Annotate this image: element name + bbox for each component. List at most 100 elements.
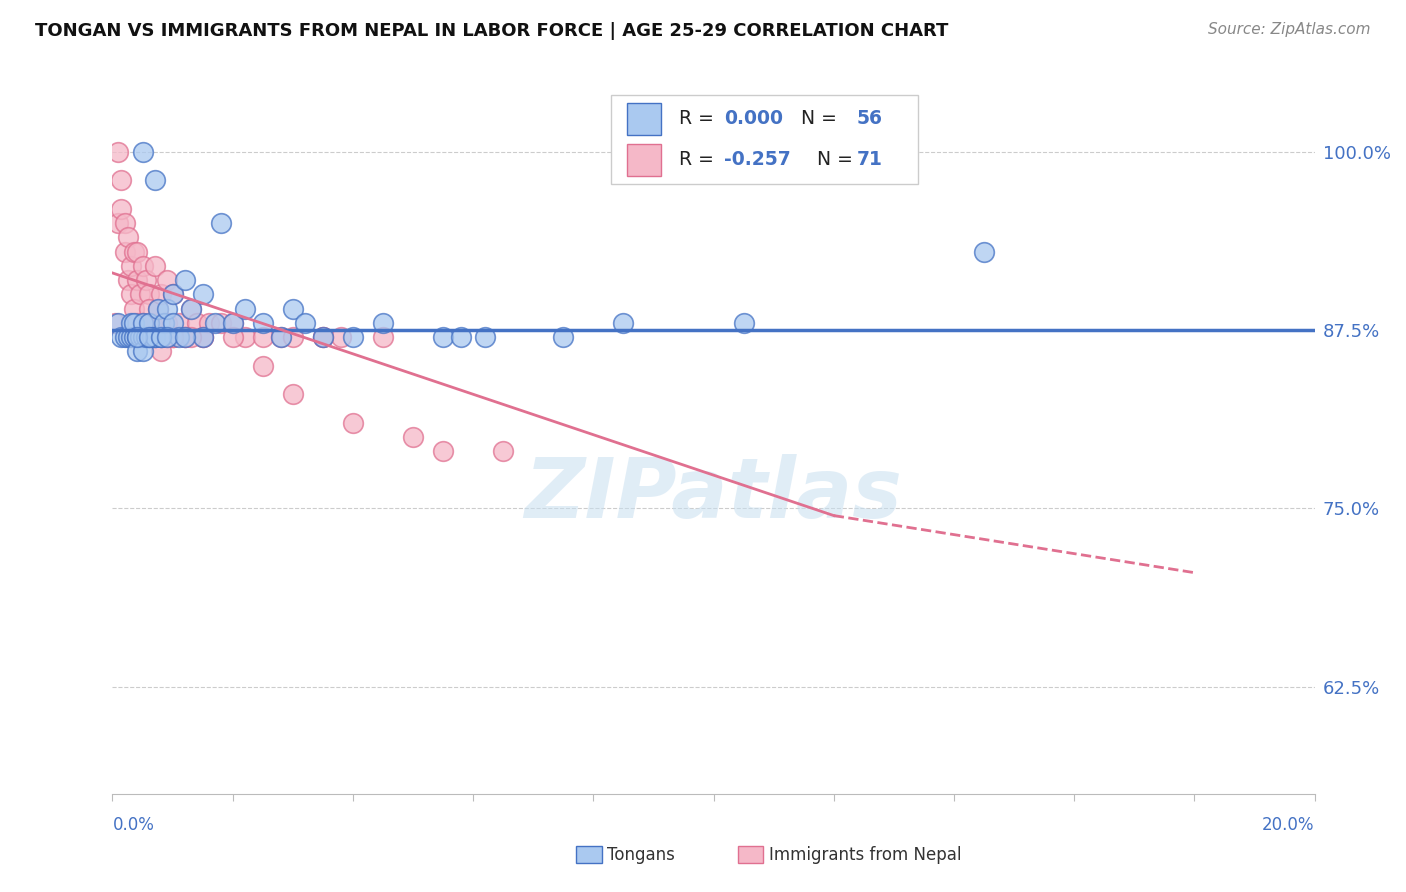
Point: [281, 387, 304, 401]
Text: N =: N =: [789, 109, 844, 128]
Text: Source: ZipAtlas.com: Source: ZipAtlas.com: [1208, 22, 1371, 37]
Point: [117, 330, 139, 344]
Point: [122, 301, 145, 316]
Point: [553, 330, 575, 344]
Point: [155, 330, 177, 344]
Point: [155, 301, 177, 316]
Text: TONGAN VS IMMIGRANTS FROM NEPAL IN LABOR FORCE | AGE 25-29 CORRELATION CHART: TONGAN VS IMMIGRANTS FROM NEPAL IN LABOR…: [35, 22, 949, 40]
Point: [342, 330, 364, 344]
Point: [162, 330, 184, 344]
Point: [222, 330, 245, 344]
Point: [120, 316, 142, 330]
Text: R =: R =: [679, 109, 720, 128]
Bar: [612, 95, 918, 184]
Point: [149, 330, 172, 344]
Point: [173, 330, 195, 344]
Point: [180, 330, 202, 344]
Point: [120, 259, 142, 273]
Point: [138, 330, 160, 344]
Point: [233, 330, 256, 344]
Point: [281, 330, 304, 344]
Point: [138, 301, 160, 316]
Point: [104, 316, 127, 330]
Text: R =: R =: [679, 150, 720, 169]
Point: [191, 330, 214, 344]
Point: [125, 344, 148, 359]
Point: [107, 145, 129, 159]
Point: [270, 330, 292, 344]
Point: [122, 330, 145, 344]
Point: [146, 301, 169, 316]
Point: [141, 316, 163, 330]
Point: [128, 330, 150, 344]
Point: [149, 287, 172, 301]
Point: [233, 301, 256, 316]
Point: [107, 216, 129, 230]
Point: [209, 216, 232, 230]
Point: [131, 259, 153, 273]
Point: [474, 330, 496, 344]
Text: Tongans: Tongans: [607, 846, 675, 863]
Point: [312, 330, 335, 344]
Point: [191, 287, 214, 301]
Point: [143, 330, 166, 344]
Point: [128, 330, 150, 344]
Point: [120, 287, 142, 301]
Point: [252, 359, 274, 373]
Point: [110, 173, 132, 187]
Point: [197, 316, 219, 330]
Point: [110, 330, 132, 344]
Point: [209, 316, 232, 330]
Text: ZIPatlas: ZIPatlas: [524, 454, 903, 534]
Point: [122, 330, 145, 344]
Point: [612, 316, 634, 330]
Point: [114, 244, 136, 259]
Point: [135, 330, 157, 344]
Point: [191, 330, 214, 344]
Point: [114, 330, 136, 344]
Point: [138, 330, 160, 344]
Point: [141, 330, 163, 344]
Point: [371, 316, 394, 330]
Point: [122, 316, 145, 330]
Point: [173, 330, 195, 344]
Point: [117, 273, 139, 287]
Point: [131, 145, 153, 159]
Point: [143, 330, 166, 344]
Text: -0.257: -0.257: [724, 150, 792, 169]
Point: [125, 273, 148, 287]
Point: [252, 330, 274, 344]
Point: [149, 330, 172, 344]
Point: [162, 330, 184, 344]
Point: [371, 330, 394, 344]
Point: [125, 316, 148, 330]
Point: [138, 316, 160, 330]
Point: [281, 301, 304, 316]
Text: 56: 56: [856, 109, 883, 128]
Point: [138, 287, 160, 301]
Point: [180, 301, 202, 316]
Point: [122, 244, 145, 259]
Point: [155, 316, 177, 330]
Text: 71: 71: [856, 150, 883, 169]
Point: [492, 444, 515, 458]
Point: [135, 330, 157, 344]
Point: [128, 287, 150, 301]
Point: [733, 316, 755, 330]
Point: [342, 416, 364, 430]
Text: 0.000: 0.000: [724, 109, 783, 128]
Text: Immigrants from Nepal: Immigrants from Nepal: [769, 846, 962, 863]
Point: [110, 202, 132, 216]
Text: 20.0%: 20.0%: [1263, 816, 1315, 834]
Point: [973, 244, 995, 259]
Point: [432, 444, 454, 458]
Point: [402, 430, 425, 444]
Point: [114, 216, 136, 230]
Point: [149, 330, 172, 344]
Point: [152, 330, 174, 344]
Point: [162, 330, 184, 344]
Point: [120, 330, 142, 344]
Point: [252, 316, 274, 330]
Point: [143, 330, 166, 344]
Point: [167, 330, 190, 344]
